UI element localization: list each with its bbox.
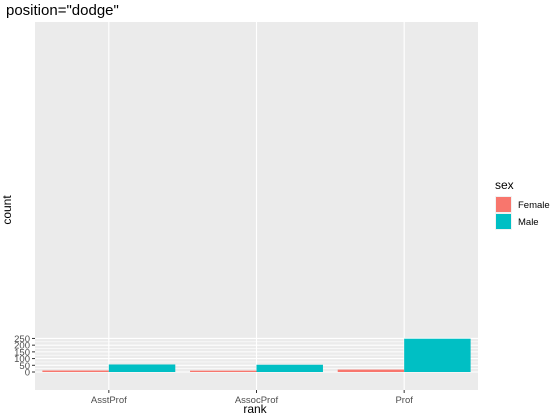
y-tick-label: 250 bbox=[14, 334, 30, 345]
y-tick-label: 0 bbox=[25, 368, 30, 379]
bar-female-prof bbox=[337, 369, 405, 372]
legend-key-female bbox=[496, 197, 511, 212]
y-axis-label: count bbox=[0, 195, 14, 225]
bar-male-asstprof bbox=[108, 364, 176, 372]
bars bbox=[42, 338, 471, 372]
legend: sex Female Male bbox=[495, 178, 550, 230]
x-tick-label: Prof bbox=[395, 395, 413, 406]
legend-label-female: Female bbox=[518, 200, 550, 211]
x-tick-label: AssocProf bbox=[235, 395, 279, 406]
legend-title: sex bbox=[495, 178, 514, 192]
chart-title: position="dodge" bbox=[6, 2, 119, 19]
y-tick-label: 200 bbox=[14, 341, 30, 352]
y-tick-label: 150 bbox=[14, 347, 30, 358]
bar-male-prof bbox=[404, 338, 471, 372]
x-tick-label: AsstProf bbox=[91, 395, 127, 406]
legend-label-male: Male bbox=[518, 217, 539, 228]
x-axis-ticks: AsstProf AssocProf Prof bbox=[91, 390, 413, 406]
legend-key-male bbox=[496, 214, 511, 229]
bar-female-asstprof bbox=[42, 370, 109, 372]
bar-male-assocprof bbox=[256, 364, 323, 372]
y-tick-label: 100 bbox=[14, 354, 30, 365]
x-axis-label: rank bbox=[243, 402, 267, 416]
y-tick-label: 50 bbox=[19, 361, 30, 372]
bar-female-assocprof bbox=[190, 370, 257, 372]
